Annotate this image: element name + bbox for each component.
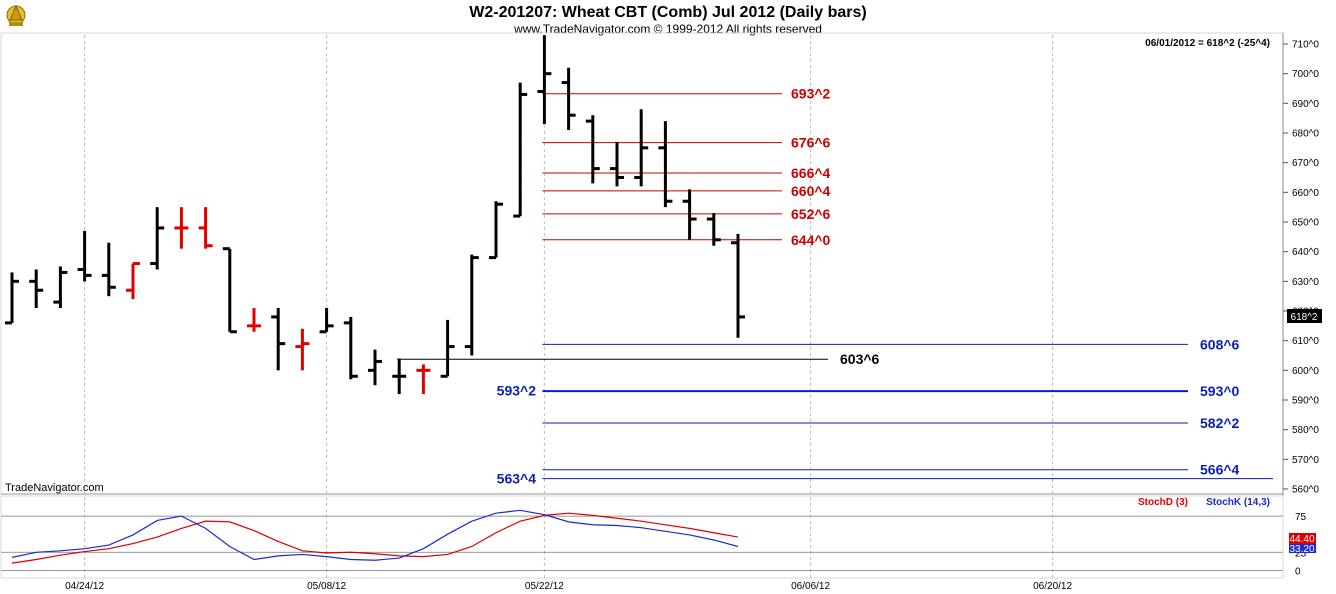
level-label: 676^6	[791, 135, 831, 151]
stoch-k-value: 33.20	[1289, 544, 1314, 555]
brand-label: TradeNavigator.com	[5, 482, 104, 494]
stoch-tick-label: 25	[1295, 548, 1307, 559]
level-label: 693^2	[791, 86, 831, 102]
support-resistance-levels: 693^2 676^6 666^4 660^4 652^6 644^0 608^6 603^6…	[397, 86, 1273, 487]
ohlc-bars	[5, 35, 745, 395]
ohlc-bar	[658, 121, 673, 208]
x-tick-label: 04/24/12	[65, 581, 104, 592]
ohlc-bar	[29, 269, 44, 309]
ohlc-bar	[101, 242, 116, 297]
x-tick-label: 05/22/12	[525, 581, 564, 592]
ohlc-bar	[537, 35, 552, 125]
level-label: 582^2	[1200, 415, 1240, 431]
ohlc-bar	[731, 233, 745, 338]
stoch-d-value: 44.40	[1289, 534, 1314, 545]
level-label: 660^4	[791, 183, 831, 199]
y-tick-label: 700^0	[1292, 69, 1319, 80]
y-tick-label: 710^0	[1292, 40, 1319, 51]
ohlc-bar	[53, 266, 68, 309]
y-tick-label: 580^0	[1292, 425, 1319, 436]
stoch-line-d	[11, 512, 739, 564]
level-label: 563^4	[497, 471, 537, 487]
ohlc-bar	[271, 308, 286, 371]
legend-stoch-k: StochK (14,3)	[1206, 497, 1270, 508]
stoch-d-tag	[1289, 533, 1316, 544]
x-tick-label: 05/08/12	[307, 581, 346, 592]
stoch-tick-label: 75	[1295, 512, 1307, 523]
ohlc-bar	[489, 201, 503, 260]
x-tick-label: 06/06/12	[791, 581, 830, 592]
last-price-label: 618^2	[1291, 312, 1318, 323]
y-tick-label: 680^0	[1292, 129, 1319, 140]
y-tick-label: 610^0	[1292, 336, 1319, 347]
ohlc-bar	[440, 319, 455, 378]
level-label: 566^4	[1200, 462, 1240, 478]
ohlc-bar	[222, 247, 237, 334]
ohlc-bar	[392, 358, 407, 395]
date-axis-ticks: 04/24/12 05/08/12 05/22/12 06/06/12 06/20/12	[65, 581, 1072, 592]
ohlc-bar	[150, 207, 165, 270]
y-tick-label: 630^0	[1292, 277, 1319, 288]
stoch-tick-label: 0	[1295, 566, 1301, 577]
last-price-marker: 618^2	[1287, 309, 1322, 323]
x-tick-label: 06/20/12	[1033, 581, 1072, 592]
stoch-lines	[11, 509, 739, 564]
level-label: 644^0	[791, 232, 831, 248]
level-label: 666^4	[791, 165, 831, 181]
stoch-k-tag	[1289, 544, 1316, 553]
y-tick-label: 660^0	[1292, 188, 1319, 199]
y-tick-label: 590^0	[1292, 396, 1319, 407]
stoch-grid: 0 25 75	[1, 512, 1307, 577]
y-tick-label: 600^0	[1292, 366, 1319, 377]
ohlc-bar	[295, 328, 310, 371]
ohlc-bar	[464, 254, 479, 356]
ohlc-bar	[585, 115, 600, 184]
y-tick-label: 670^0	[1292, 158, 1319, 169]
last-price-info: 06/01/2012 = 618^2 (-25^4)	[1145, 38, 1270, 49]
ohlc-bar	[126, 262, 140, 300]
copyright-text: www.TradeNavigator.com © 1999-2012 All r…	[513, 22, 822, 36]
ohlc-bar	[77, 230, 92, 282]
ohlc-bar	[610, 141, 624, 187]
ohlc-bar	[682, 189, 697, 240]
ohlc-bar	[343, 316, 358, 380]
level-label: 593^0	[1200, 383, 1240, 399]
y-tick-label: 640^0	[1292, 247, 1319, 258]
ohlc-bar	[319, 308, 334, 334]
level-label: 652^6	[791, 206, 831, 222]
ohlc-bar	[198, 207, 213, 249]
indicator-panel-frame	[0, 495, 1284, 579]
gold-logo-icon	[6, 4, 26, 26]
y-tick-label: 570^0	[1292, 455, 1319, 466]
ohlc-bar	[416, 364, 431, 395]
ohlc-bar	[706, 213, 721, 246]
ohlc-bar	[174, 207, 189, 249]
y-tick-label: 650^0	[1292, 218, 1319, 229]
ohlc-bar	[247, 308, 261, 332]
y-tick-label: 560^0	[1292, 485, 1319, 496]
y-tick-label: 690^0	[1292, 99, 1319, 110]
chart-title: W2-201207: Wheat CBT (Comb) Jul 2012 (Da…	[469, 4, 866, 21]
ohlc-bar	[368, 349, 382, 386]
level-label: 603^6	[840, 351, 880, 367]
stoch-line-k	[11, 509, 739, 561]
level-label: 608^6	[1200, 336, 1240, 352]
level-label: 593^2	[497, 382, 537, 398]
ohlc-bar	[561, 67, 576, 131]
ohlc-bar	[634, 109, 649, 187]
legend-stoch-d: StochD (3)	[1138, 497, 1188, 508]
price-grid	[84, 35, 1054, 578]
ohlc-bar	[513, 82, 528, 218]
ohlc-bar	[5, 272, 19, 325]
